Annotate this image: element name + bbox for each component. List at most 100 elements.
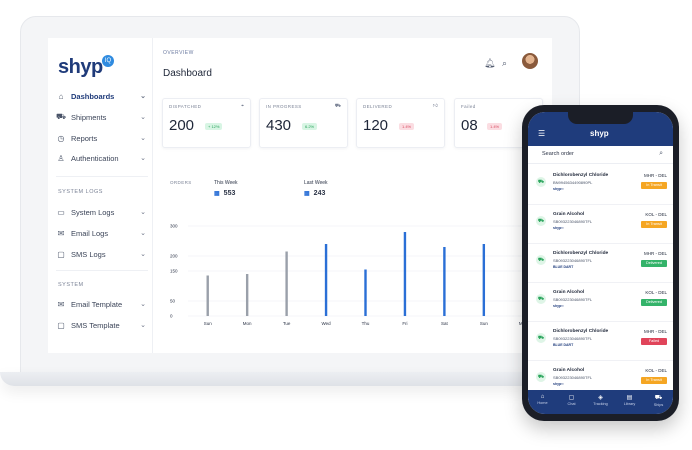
nav-label: Email Template xyxy=(71,299,123,309)
chart-bar[interactable] xyxy=(285,251,288,317)
divider xyxy=(56,270,148,271)
search-icon[interactable]: ⌕ xyxy=(502,58,508,68)
this-week-label: This Week xyxy=(214,180,238,186)
section-label-system: SYSTEM xyxy=(58,282,84,288)
truck-icon: ⛟ xyxy=(654,395,663,401)
chart-bar[interactable] xyxy=(403,232,407,316)
calendar-icon: ▦ xyxy=(214,191,220,197)
order-name: Dichlorobenzyl Chloride xyxy=(553,251,609,256)
y-tick-label: 150 xyxy=(170,269,178,274)
phone-search-bar[interactable]: Search order ⌕ xyxy=(528,146,673,164)
order-route: KOL - DEL xyxy=(645,290,667,295)
order-row[interactable]: ⛟ Dichlorobenzyl Chloride SB093223046890TF… xyxy=(528,322,673,361)
map-icon: ◈ xyxy=(598,395,603,401)
order-name: Grain Alcohol xyxy=(553,290,585,295)
last-week-label: Last Week xyxy=(304,180,328,186)
stat-card-in-progress[interactable]: IN PROGRESS ⛟ 430 6.2% xyxy=(259,98,348,148)
clock-icon: ◷ xyxy=(57,133,65,143)
order-id: SB093223046890TFL xyxy=(553,297,593,302)
truck-icon: ⛟ xyxy=(536,255,546,265)
logo[interactable]: shyp xyxy=(58,56,103,78)
nav-reports[interactable]: ◷ Reports ⌄ xyxy=(56,130,147,146)
card-label: DISPATCHED xyxy=(169,104,202,109)
chevron-down-icon: ⌄ xyxy=(140,155,146,162)
orders-label: ORDERS xyxy=(170,180,192,185)
user-icon: ♙ xyxy=(57,153,65,163)
phone-notch xyxy=(568,112,633,124)
y-tick-label: 200 xyxy=(170,254,178,259)
tab-label: Home xyxy=(537,401,548,405)
this-week-value: ▦ 553 xyxy=(214,190,235,197)
order-row[interactable]: ⛟ Dichlorobenzyl Chloride SB093223046890TF… xyxy=(528,244,673,283)
carrier-logo: shyp▪▪ xyxy=(553,304,564,308)
chart-bar[interactable] xyxy=(206,275,209,317)
nav-shipments[interactable]: ⛟ Shipments ⌄ xyxy=(56,109,146,125)
tab-library[interactable]: ▤ Library xyxy=(615,390,644,414)
chart-bar[interactable] xyxy=(364,269,367,317)
order-route: KOL - DEL xyxy=(645,212,667,217)
nav-dashboards[interactable]: ⌂ Dashboards ⌄ xyxy=(56,88,146,104)
avatar[interactable] xyxy=(522,53,538,69)
nav-label: Shipments xyxy=(71,112,107,122)
nav-authentication[interactable]: ♙ Authentication ⌄ xyxy=(56,150,146,166)
card-value: 200 xyxy=(169,117,195,134)
last-week-count: 243 xyxy=(313,190,326,197)
chevron-down-icon: ⌄ xyxy=(140,301,146,308)
tab-ships[interactable]: ⛟ Ships xyxy=(644,390,673,414)
thumbs-up-icon: 👍︎ xyxy=(432,103,438,109)
chart-bar[interactable] xyxy=(443,247,446,316)
carrier-logo: shyp▪▪ xyxy=(553,226,564,230)
nav-email-logs[interactable]: ✉ Email Logs ⌄ xyxy=(56,225,146,241)
truck-icon: ⛟ xyxy=(536,216,546,226)
status-badge: Delivered xyxy=(641,260,667,267)
stat-card-failed[interactable]: Failed 08 1.4% xyxy=(454,98,543,148)
card-value: 430 xyxy=(266,117,292,134)
nav-label: Email Logs xyxy=(71,228,109,238)
tab-label: Chat xyxy=(567,402,576,406)
chevron-down-icon: ⌄ xyxy=(140,93,146,100)
nav-system-logs[interactable]: ▭ System Logs ⌄ xyxy=(56,204,146,220)
stat-card-dispatched[interactable]: DISPATCHED ⌖ 200 + 12% xyxy=(162,98,251,148)
tab-home[interactable]: ⌂ Home xyxy=(528,390,557,414)
phone-screen: ☰ shyp Search order ⌕ ⛟ Dichlorobenzyl Ch… xyxy=(528,112,673,414)
x-tick-label: Thu xyxy=(362,321,370,326)
nav-label: Dashboards xyxy=(71,91,115,101)
carrier-logo: BLUE DART xyxy=(553,343,574,347)
search-input[interactable]: Search order xyxy=(542,151,574,157)
sidebar: shyp IQ ⌂ Dashboards ⌄ ⛟ Shipments ⌄ ◷ R… xyxy=(48,38,153,353)
search-icon[interactable]: ⌕ xyxy=(659,150,663,157)
tab-chat[interactable]: ▢ Chat xyxy=(557,390,586,414)
breadcrumb[interactable]: OVERVIEW xyxy=(163,50,194,56)
nav-sms-template[interactable]: ▢ SMS Template ⌄ xyxy=(56,317,146,333)
truck-icon: ⛟ xyxy=(536,294,546,304)
tab-label: Tracking xyxy=(593,402,608,406)
divider xyxy=(56,176,148,177)
chart-bar[interactable] xyxy=(245,274,249,316)
y-tick-label: 50 xyxy=(170,299,176,304)
main-content: OVERVIEW Dashboard 🔔︎ ⌕ DISPATCHED ⌖ 200… xyxy=(154,38,552,353)
tab-tracking[interactable]: ◈ Tracking xyxy=(586,390,615,414)
book-icon: ▤ xyxy=(626,395,633,401)
bell-icon[interactable]: 🔔︎ xyxy=(484,58,496,68)
order-id: SB093223046890TFL xyxy=(553,258,593,263)
card-label: Failed xyxy=(461,104,476,109)
logo-badge: IQ xyxy=(102,55,114,67)
home-icon: ⌂ xyxy=(58,91,64,101)
nav-sms-logs[interactable]: ▢ SMS Logs ⌄ xyxy=(56,246,146,262)
tab-label: Ships xyxy=(653,403,664,407)
order-row[interactable]: ⛟ Grain Alcohol SB093223046890TFL shyp▪▪ KOL… xyxy=(528,283,673,322)
section-label-system-logs: SYSTEM LOGS xyxy=(58,189,103,195)
stat-card-delivered[interactable]: DELIVERED 👍︎ 120 1.4% xyxy=(356,98,445,148)
x-tick-label: Fri xyxy=(402,321,407,326)
chart-bar[interactable] xyxy=(324,244,328,316)
order-row[interactable]: ⛟ Dichlorobenzyl Chloride BN9945634490890P… xyxy=(528,166,673,205)
card-label: DELIVERED xyxy=(363,104,393,109)
nav-email-template[interactable]: ✉ Email Template ⌄ xyxy=(56,296,146,312)
menu-icon[interactable]: ☰ xyxy=(538,129,546,138)
order-id: SB093223046890TFL xyxy=(553,219,593,224)
truck-icon: ⛟ xyxy=(536,372,546,382)
order-row[interactable]: ⛟ Grain Alcohol SB093223046890TFL shyp▪▪ KOL… xyxy=(528,205,673,244)
chart-bar[interactable] xyxy=(482,244,486,316)
order-id: BN9945634490890PL xyxy=(553,180,593,185)
